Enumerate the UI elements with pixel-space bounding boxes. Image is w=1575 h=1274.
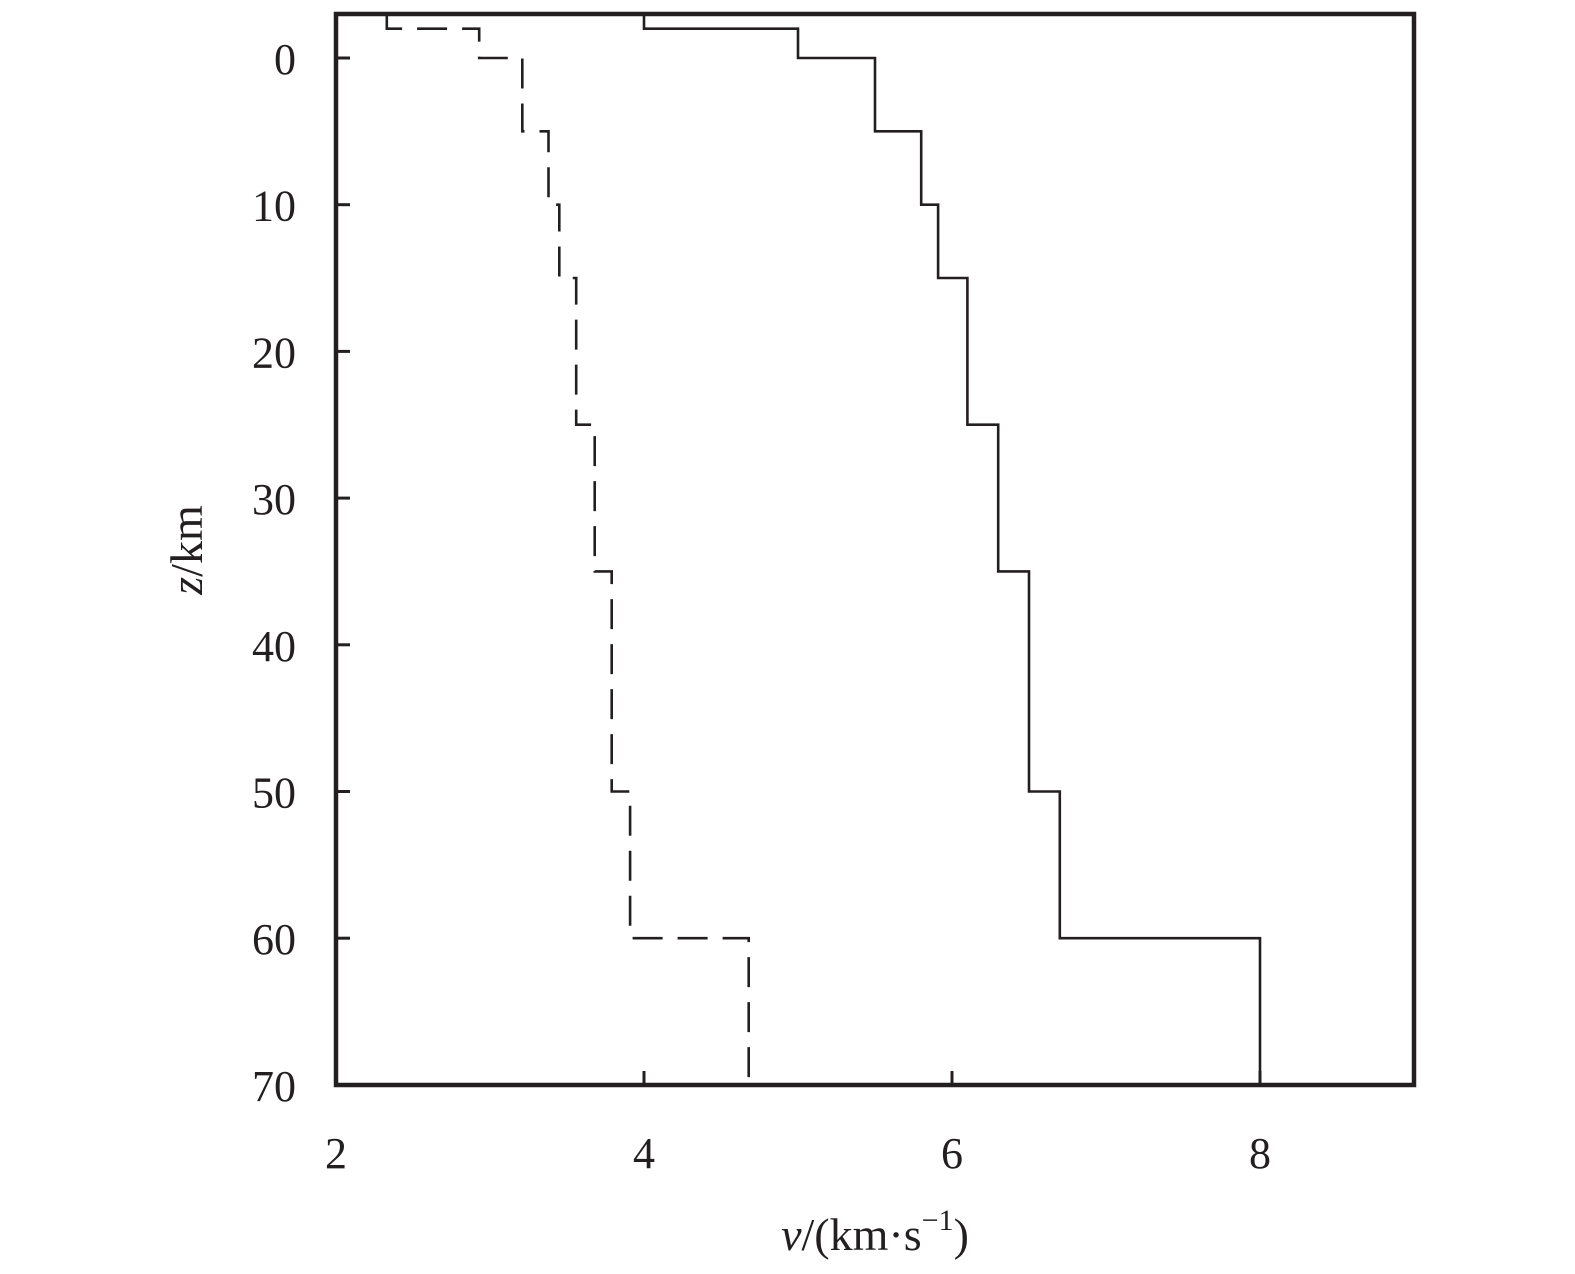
y-tick-label-20: 20 bbox=[252, 328, 296, 377]
y-tick-label-40: 40 bbox=[252, 622, 296, 671]
plot-frame bbox=[333, 11, 1417, 1088]
y-tick-label-70: 70 bbox=[252, 1062, 296, 1111]
tick-layer: 2 4 6 8 0 10 20 30 40 50 60 70 bbox=[252, 35, 1271, 1178]
x-tick-label-6: 6 bbox=[941, 1129, 963, 1178]
x-tick-label-8: 8 bbox=[1249, 1129, 1271, 1178]
y-tick-label-30: 30 bbox=[252, 475, 296, 524]
series-dashed bbox=[385, 14, 750, 1085]
y-axis-label: z/km bbox=[161, 505, 212, 596]
y-tick-label-60: 60 bbox=[252, 915, 296, 964]
series-line-dashed bbox=[385, 14, 750, 1085]
series-layer bbox=[385, 14, 1262, 1085]
series-line-solid bbox=[642, 14, 1262, 1085]
series-solid bbox=[642, 14, 1262, 1085]
y-tick-label-0: 0 bbox=[274, 35, 296, 84]
x-tick-label-4: 4 bbox=[633, 1129, 655, 1178]
y-tick-label-50: 50 bbox=[252, 769, 296, 818]
x-axis-label: v/(km·s−1) bbox=[781, 1204, 969, 1260]
x-tick-label-2: 2 bbox=[325, 1129, 347, 1178]
y-tick-label-10: 10 bbox=[252, 182, 296, 231]
